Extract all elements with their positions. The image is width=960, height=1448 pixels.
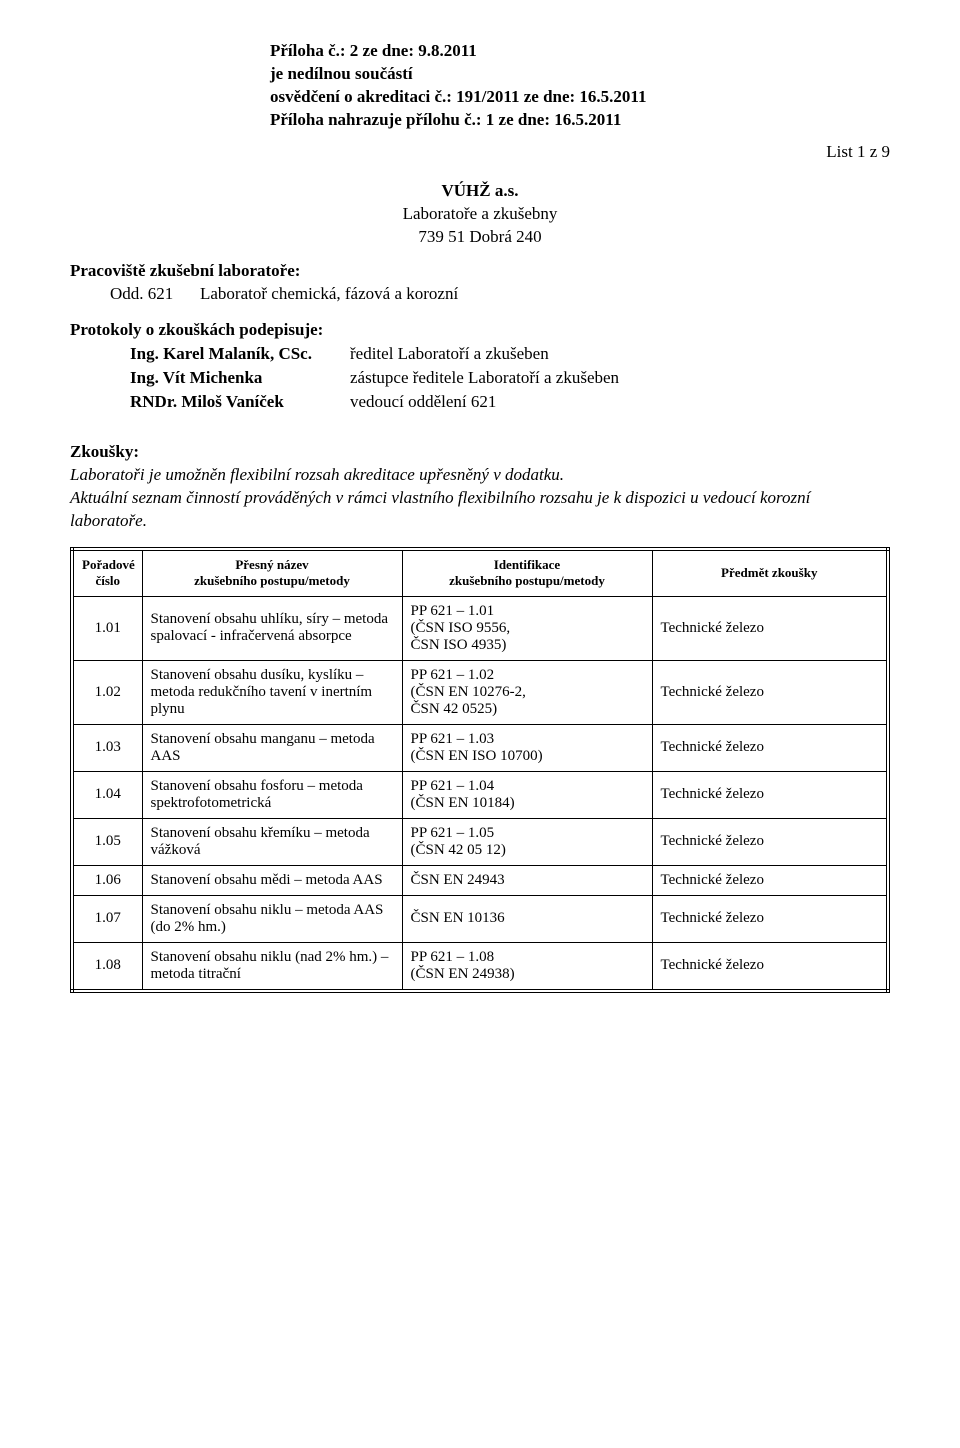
workplace-desc: Laboratoř chemická, fázová a korozní xyxy=(200,282,890,306)
workplace-code: Odd. 621 xyxy=(70,282,200,306)
signer-row: Ing. Karel Malaník, CSc. ředitel Laborat… xyxy=(70,342,890,366)
workplace-row: Odd. 621 Laboratoř chemická, fázová a ko… xyxy=(70,282,890,306)
table-body: 1.01Stanovení obsahu uhlíku, síry – meto… xyxy=(72,596,888,991)
col-header-subject: Předmět zkoušky xyxy=(652,549,888,596)
signer-name: Ing. Karel Malaník, CSc. xyxy=(130,342,350,366)
header-line-3: osvědčení o akreditaci č.: 191/2011 ze d… xyxy=(270,86,890,109)
col-header-identification: Identifikace zkušebního postupu/metody xyxy=(402,549,652,596)
cell-identification: ČSN EN 24943 xyxy=(402,865,652,895)
tests-note-2: Aktuální seznam činností prováděných v r… xyxy=(70,487,890,533)
cell-number: 1.03 xyxy=(72,724,142,771)
table-row: 1.08Stanovení obsahu niklu (nad 2% hm.) … xyxy=(72,942,888,991)
cell-method-name: Stanovení obsahu manganu – metoda AAS xyxy=(142,724,402,771)
cell-method-name: Stanovení obsahu niklu – metoda AAS (do … xyxy=(142,895,402,942)
signer-role: vedoucí oddělení 621 xyxy=(350,390,890,414)
cell-method-name: Stanovení obsahu dusíku, kyslíku – metod… xyxy=(142,660,402,724)
cell-subject: Technické železo xyxy=(652,895,888,942)
document-header: Příloha č.: 2 ze dne: 9.8.2011 je nedíln… xyxy=(270,40,890,132)
cell-number: 1.08 xyxy=(72,942,142,991)
cell-number: 1.04 xyxy=(72,771,142,818)
cell-subject: Technické železo xyxy=(652,865,888,895)
signer-role: zástupce ředitele Laboratoří a zkušeben xyxy=(350,366,890,390)
protocols-title: Protokoly o zkouškách podepisuje: xyxy=(70,318,890,342)
organization-dept: Laboratoře a zkušebny xyxy=(70,203,890,226)
cell-identification: PP 621 – 1.01 (ČSN ISO 9556, ČSN ISO 493… xyxy=(402,596,652,660)
cell-number: 1.07 xyxy=(72,895,142,942)
table-row: 1.05Stanovení obsahu křemíku – metoda vá… xyxy=(72,818,888,865)
tests-title: Zkoušky: xyxy=(70,441,890,464)
organization-address: 739 51 Dobrá 240 xyxy=(70,226,890,249)
cell-identification: PP 621 – 1.04 (ČSN EN 10184) xyxy=(402,771,652,818)
header-line-2: je nedílnou součástí xyxy=(270,63,890,86)
table-row: 1.02Stanovení obsahu dusíku, kyslíku – m… xyxy=(72,660,888,724)
cell-method-name: Stanovení obsahu uhlíku, síry – metoda s… xyxy=(142,596,402,660)
tests-note-1: Laboratoři je umožněn flexibilní rozsah … xyxy=(70,464,890,487)
cell-number: 1.06 xyxy=(72,865,142,895)
cell-subject: Technické železo xyxy=(652,724,888,771)
table-row: 1.01Stanovení obsahu uhlíku, síry – meto… xyxy=(72,596,888,660)
cell-identification: PP 621 – 1.02 (ČSN EN 10276-2, ČSN 42 05… xyxy=(402,660,652,724)
cell-subject: Technické železo xyxy=(652,818,888,865)
signer-name: RNDr. Miloš Vaníček xyxy=(130,390,350,414)
signer-name: Ing. Vít Michenka xyxy=(130,366,350,390)
cell-subject: Technické železo xyxy=(652,660,888,724)
tests-table: Pořadové číslo Přesný název zkušebního p… xyxy=(70,547,890,993)
protocols-section: Protokoly o zkouškách podepisuje: Ing. K… xyxy=(70,318,890,413)
cell-subject: Technické železo xyxy=(652,596,888,660)
cell-method-name: Stanovení obsahu mědi – metoda AAS xyxy=(142,865,402,895)
cell-number: 1.05 xyxy=(72,818,142,865)
page: Příloha č.: 2 ze dne: 9.8.2011 je nedíln… xyxy=(0,0,960,1448)
page-indicator: List 1 z 9 xyxy=(70,142,890,162)
cell-identification: ČSN EN 10136 xyxy=(402,895,652,942)
cell-method-name: Stanovení obsahu křemíku – metoda vážkov… xyxy=(142,818,402,865)
tests-section: Zkoušky: Laboratoři je umožněn flexibiln… xyxy=(70,441,890,533)
signer-row: RNDr. Miloš Vaníček vedoucí oddělení 621 xyxy=(70,390,890,414)
workplace-title: Pracoviště zkušební laboratoře: xyxy=(70,259,890,283)
cell-method-name: Stanovení obsahu niklu (nad 2% hm.) – me… xyxy=(142,942,402,991)
cell-subject: Technické železo xyxy=(652,771,888,818)
table-row: 1.03Stanovení obsahu manganu – metoda AA… xyxy=(72,724,888,771)
table-row: 1.06Stanovení obsahu mědi – metoda AASČS… xyxy=(72,865,888,895)
col-header-method-name: Přesný název zkušebního postupu/metody xyxy=(142,549,402,596)
cell-method-name: Stanovení obsahu fosforu – metoda spektr… xyxy=(142,771,402,818)
col-header-number: Pořadové číslo xyxy=(72,549,142,596)
signer-row: Ing. Vít Michenka zástupce ředitele Labo… xyxy=(70,366,890,390)
table-row: 1.07Stanovení obsahu niklu – metoda AAS … xyxy=(72,895,888,942)
signer-role: ředitel Laboratoří a zkušeben xyxy=(350,342,890,366)
cell-number: 1.01 xyxy=(72,596,142,660)
cell-identification: PP 621 – 1.08 (ČSN EN 24938) xyxy=(402,942,652,991)
header-line-4: Příloha nahrazuje přílohu č.: 1 ze dne: … xyxy=(270,109,890,132)
table-header-row: Pořadové číslo Přesný název zkušebního p… xyxy=(72,549,888,596)
cell-identification: PP 621 – 1.05 (ČSN 42 05 12) xyxy=(402,818,652,865)
workplace-section: Pracoviště zkušební laboratoře: Odd. 621… xyxy=(70,259,890,307)
cell-identification: PP 621 – 1.03 (ČSN EN ISO 10700) xyxy=(402,724,652,771)
cell-subject: Technické železo xyxy=(652,942,888,991)
header-line-1: Příloha č.: 2 ze dne: 9.8.2011 xyxy=(270,40,890,63)
organization-name: VÚHŽ a.s. xyxy=(70,180,890,203)
organization-block: VÚHŽ a.s. Laboratoře a zkušebny 739 51 D… xyxy=(70,180,890,249)
table-row: 1.04Stanovení obsahu fosforu – metoda sp… xyxy=(72,771,888,818)
cell-number: 1.02 xyxy=(72,660,142,724)
